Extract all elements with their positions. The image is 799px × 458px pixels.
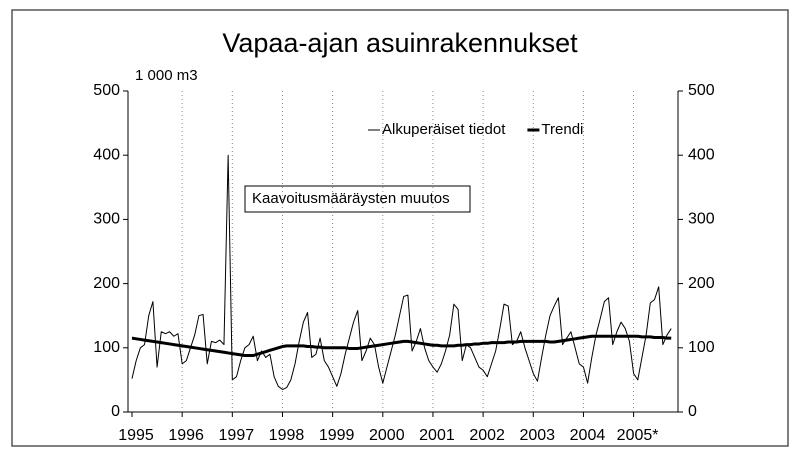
y-unit-label: 1 000 m3 — [135, 67, 198, 84]
legend-label: Alkuperäiset tiedot — [382, 121, 506, 138]
y2-tick-label: 400 — [688, 146, 715, 163]
annotation: Kaavoitusmääräysten muutos — [252, 190, 450, 207]
y2-tick-label: 200 — [688, 275, 715, 292]
y-tick-label: 0 — [111, 403, 120, 420]
frame — [11, 9, 789, 447]
y2-tick-label: 100 — [688, 339, 715, 356]
series-line — [131, 154, 672, 391]
x-tick-label: 2003 — [519, 427, 555, 444]
y-tick-label: 100 — [93, 339, 120, 356]
x-tick-label: 2000 — [369, 427, 405, 444]
x-tick-label: 1998 — [269, 427, 305, 444]
y-tick-label: 200 — [93, 275, 120, 292]
y2-tick-label: 300 — [688, 211, 715, 228]
x-tick-label: 1997 — [219, 427, 255, 444]
x-tick-label: 1996 — [168, 427, 204, 444]
legend-label: Trendi — [541, 121, 583, 138]
y2-tick-label: 0 — [688, 403, 697, 420]
x-tick-label: 2004 — [570, 427, 606, 444]
x-tick-label: 1999 — [319, 427, 355, 444]
x-tick-label: 2002 — [469, 427, 505, 444]
chart-title: Vapaa-ajan asuinrakennukset — [222, 28, 578, 58]
y-tick-label: 400 — [93, 146, 120, 163]
x-tick-label: 2001 — [419, 427, 455, 444]
y2-tick-label: 500 — [688, 82, 715, 99]
x-tick-label: 1995 — [118, 427, 154, 444]
y-tick-label: 300 — [93, 211, 120, 228]
x-tick-label: 2005* — [617, 427, 659, 444]
series-line — [131, 334, 672, 357]
y-tick-label: 500 — [93, 82, 120, 99]
